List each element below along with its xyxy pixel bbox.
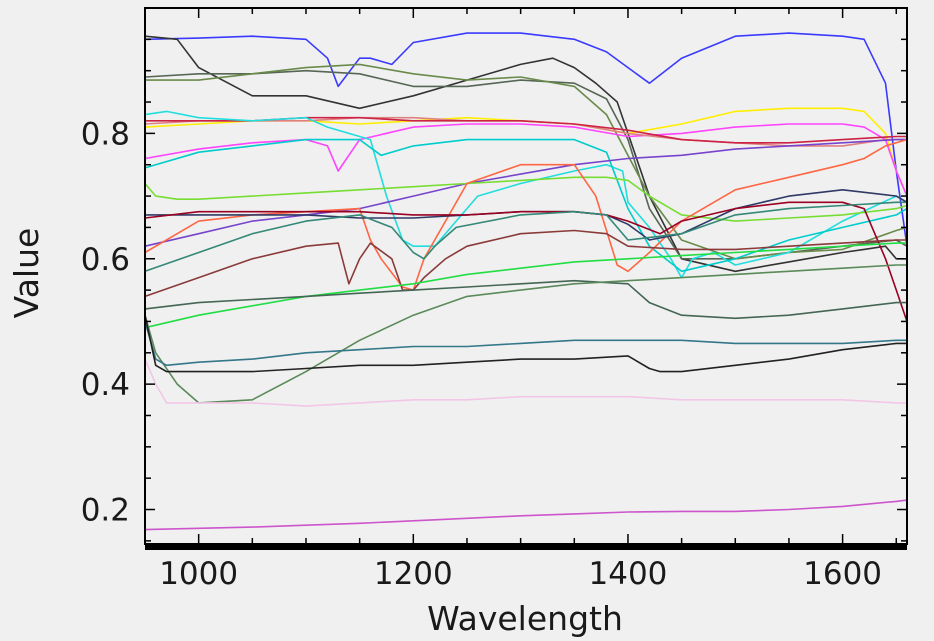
series-line-19 bbox=[144, 279, 907, 320]
series-line-2 bbox=[144, 35, 907, 273]
x-axis-title: Wavelength bbox=[427, 599, 623, 637]
series-line-22 bbox=[144, 315, 907, 373]
series-line-6 bbox=[144, 123, 908, 197]
series-layer bbox=[144, 32, 908, 531]
series-line-16 bbox=[144, 201, 907, 273]
y-tick-label: 0.6 bbox=[81, 242, 130, 278]
series-line-21 bbox=[144, 321, 907, 367]
x-tick-label: 1200 bbox=[374, 556, 453, 592]
y-tick-label: 0.2 bbox=[81, 493, 130, 529]
series-line-15 bbox=[144, 201, 908, 322]
x-tick-label: 1400 bbox=[589, 556, 668, 592]
series-line-20 bbox=[144, 264, 907, 404]
x-axis-bar bbox=[145, 544, 907, 550]
series-line-18 bbox=[144, 242, 907, 329]
series-line-23 bbox=[144, 358, 907, 407]
tick-layer: 1000 1200 1400 1600 0.2 0.4 0.6 0.8 bbox=[81, 8, 907, 592]
y-tick-label: 0.4 bbox=[81, 367, 130, 403]
series-line-1 bbox=[144, 32, 908, 247]
series-line-4 bbox=[145, 63, 908, 260]
x-tick-label: 1000 bbox=[159, 556, 238, 592]
series-line-11 bbox=[144, 138, 907, 247]
y-axis-title: Value bbox=[7, 228, 46, 319]
y-tick-label: 0.8 bbox=[81, 116, 130, 152]
x-tick-label: 1600 bbox=[803, 556, 882, 592]
series-line-24 bbox=[144, 499, 908, 531]
series-line-17 bbox=[144, 229, 907, 298]
series-line-10 bbox=[144, 138, 908, 273]
series-line-9 bbox=[144, 110, 908, 279]
series-line-12 bbox=[144, 176, 908, 222]
